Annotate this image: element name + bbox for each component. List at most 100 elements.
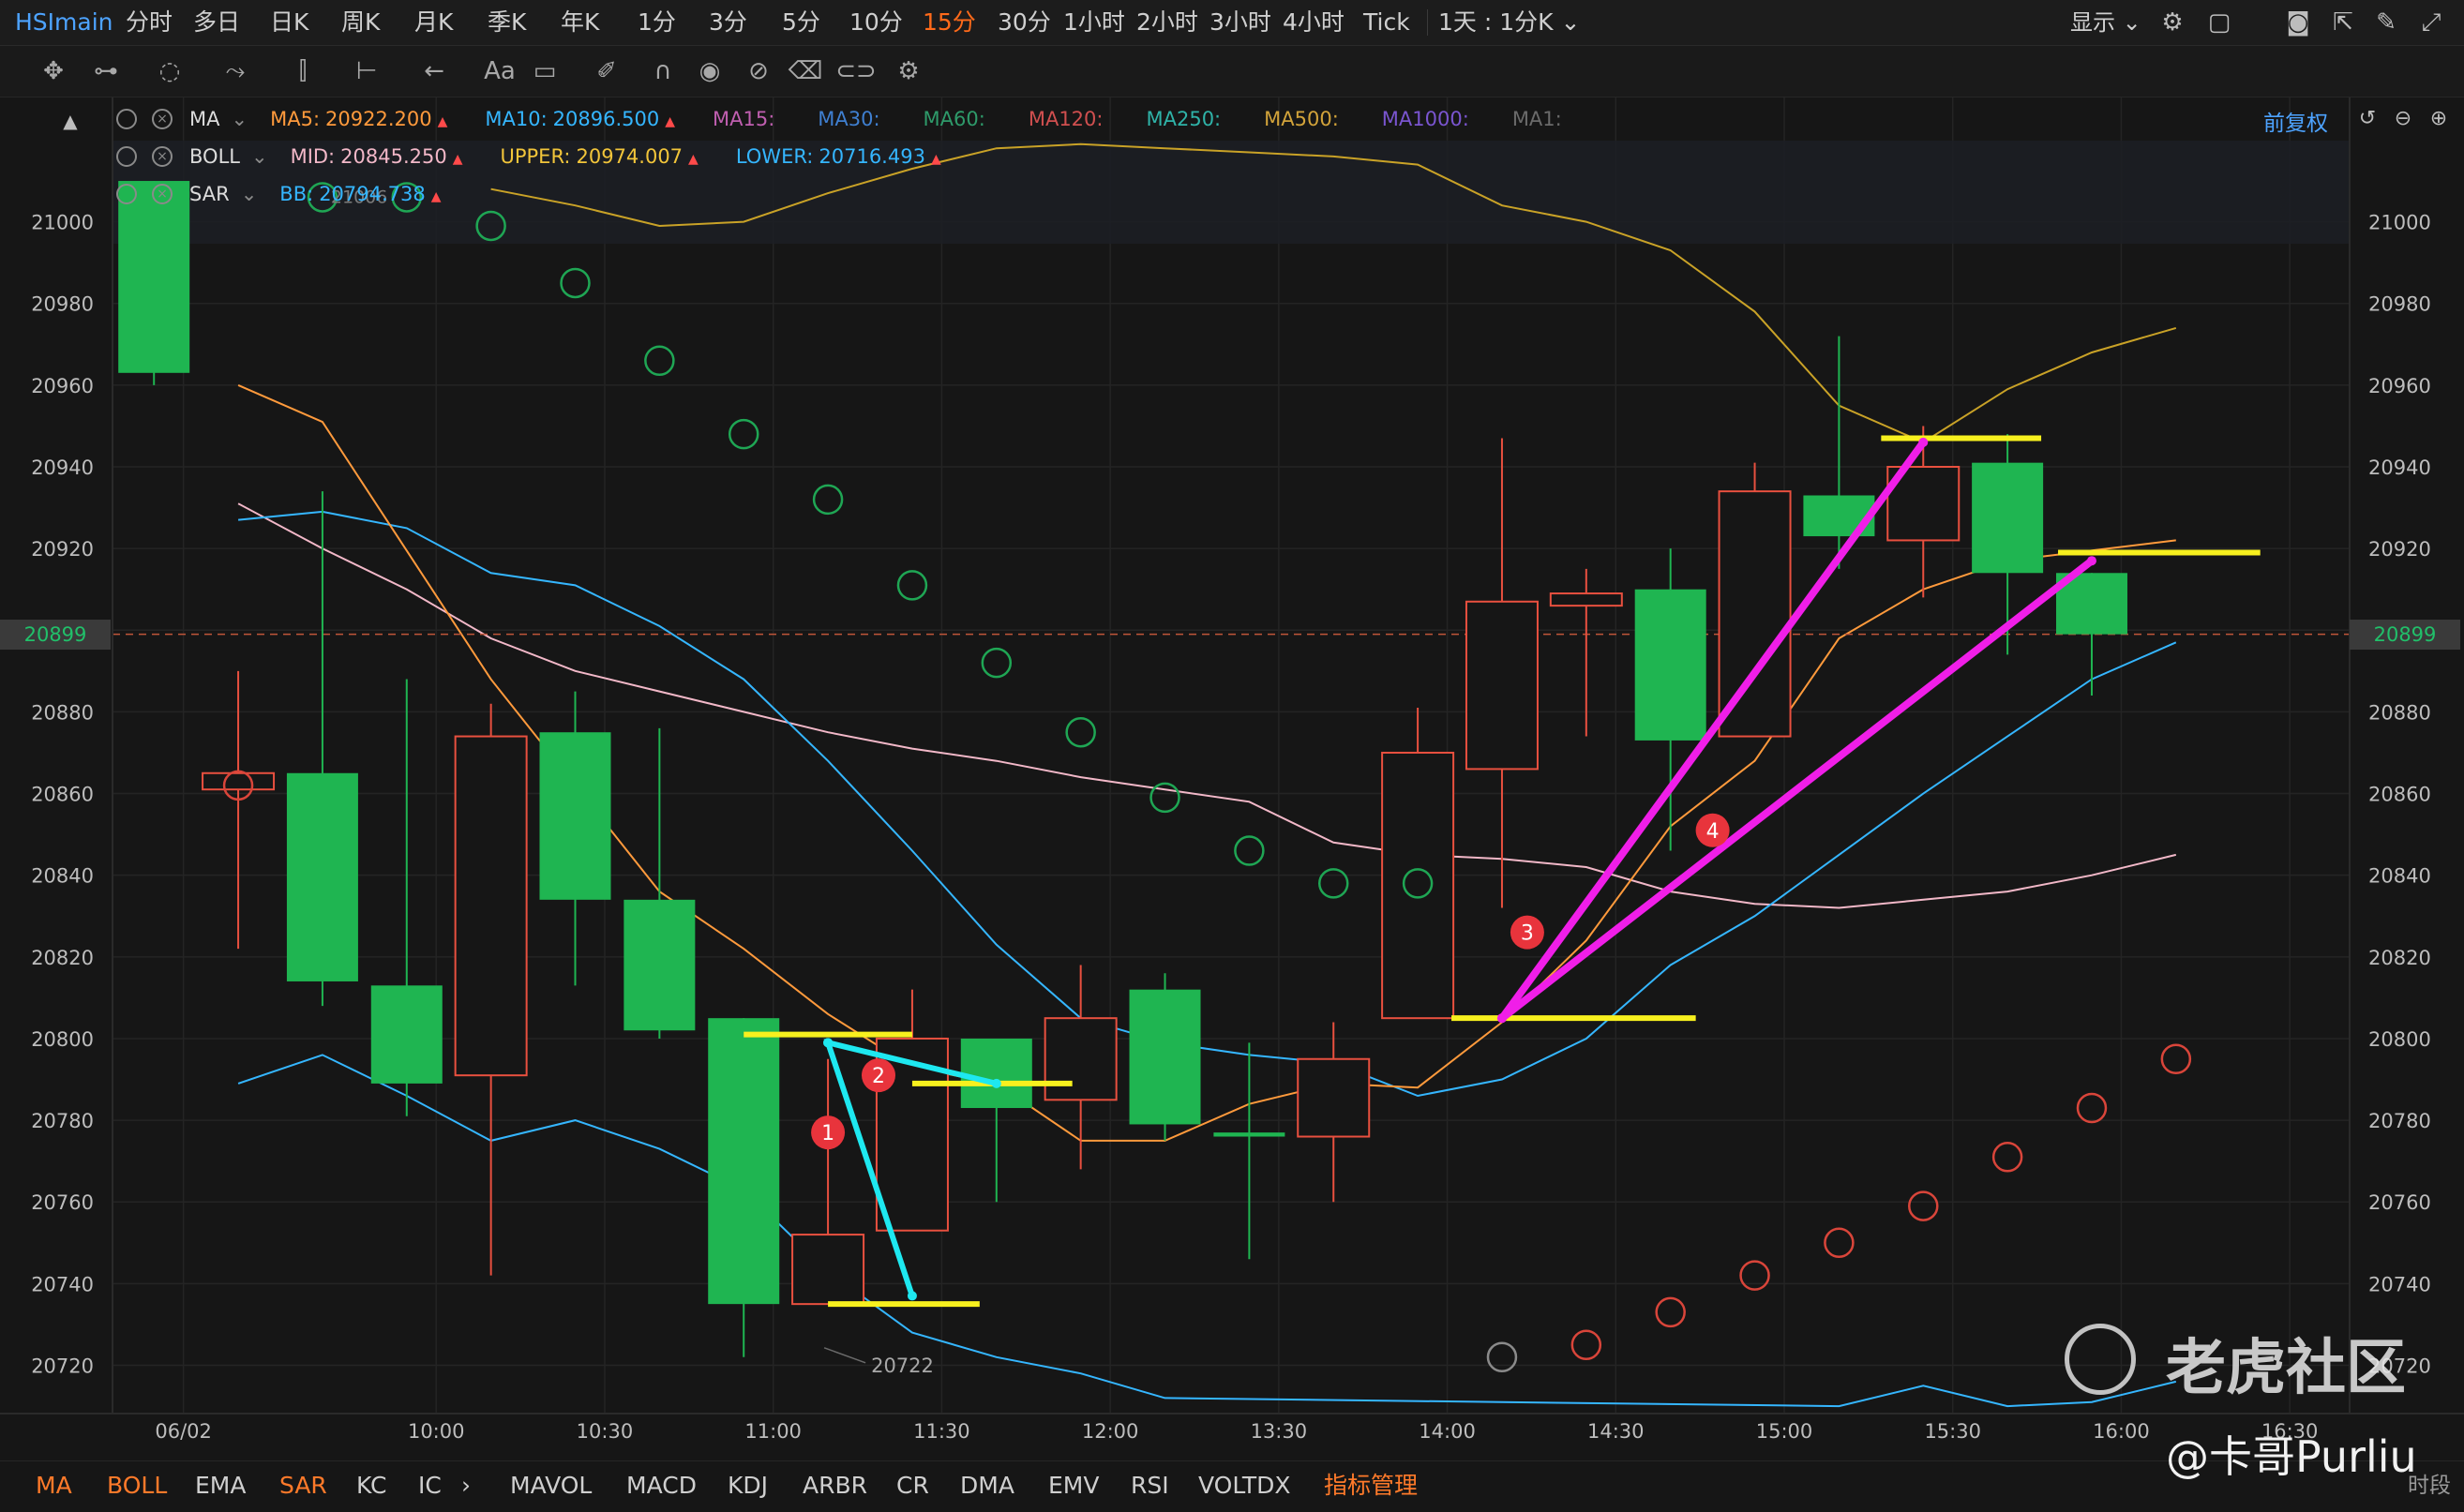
ma-chevron-down-icon[interactable]: ⌄ xyxy=(231,108,248,130)
camera-icon[interactable]: ◙ xyxy=(2286,8,2310,37)
indicator-tab-9[interactable]: ARBR xyxy=(803,1472,867,1499)
indicator-tab-11[interactable]: DMA xyxy=(960,1472,1014,1499)
trash-tool-icon[interactable]: ⌫ xyxy=(788,57,823,85)
line-tool-icon[interactable]: ⊶ xyxy=(94,57,118,85)
period-tab-1[interactable]: 多日 xyxy=(193,8,241,36)
candle-body-up xyxy=(202,771,276,791)
period-tab-7[interactable]: 1分 xyxy=(638,8,676,36)
indicator-tab-15[interactable]: 指标管理 xyxy=(1324,1472,1419,1499)
period-tab-6[interactable]: 年K xyxy=(561,8,600,36)
period-tab-16[interactable]: 4小时 xyxy=(1283,8,1345,36)
y-tick-label-right: 20880 xyxy=(2368,701,2431,724)
fib-tool-icon[interactable]: ⫿ xyxy=(298,57,308,85)
note-tool-icon[interactable]: ▭ xyxy=(533,57,557,85)
period-tab-13[interactable]: 1小时 xyxy=(1063,8,1125,36)
chevron-right-icon[interactable]: › xyxy=(461,1472,471,1499)
period-tab-15[interactable]: 3小时 xyxy=(1209,8,1271,36)
indicator-tab-12[interactable]: EMV xyxy=(1048,1472,1100,1499)
sar-dot xyxy=(1402,868,1434,899)
indicator-tab-7[interactable]: MACD xyxy=(626,1472,697,1499)
plus-icon[interactable]: ⊕ xyxy=(2429,107,2448,130)
collapse-icon[interactable]: ▲ xyxy=(63,110,78,132)
draw-icon[interactable]: ✎ xyxy=(2376,8,2396,37)
ma-item-label: MA60: xyxy=(923,108,985,130)
period-tab-0[interactable]: 分时 xyxy=(126,8,173,36)
period-tab-2[interactable]: 日K xyxy=(270,8,309,36)
marker-badge xyxy=(1695,813,1730,847)
eye-tool-icon[interactable]: ◉ xyxy=(699,57,721,85)
sar-chevron-down-icon[interactable]: ⌄ xyxy=(240,183,258,205)
candle-body-up xyxy=(454,735,528,1077)
x-tick-label: 06/02 xyxy=(155,1420,212,1443)
indicator-tab-3[interactable]: SAR xyxy=(279,1472,327,1499)
boll-item-value: 20716.493 xyxy=(819,145,925,168)
sar-settings-icon[interactable] xyxy=(116,184,137,204)
candle-body-up xyxy=(1297,1057,1371,1138)
display-menu[interactable]: 显示 ⌄ xyxy=(2070,9,2141,36)
candlestick-chart[interactable]: 20720 20720 20740 20740 20760 20760 20780 20780… xyxy=(0,97,2464,1460)
indicator-tab-0[interactable]: MA xyxy=(36,1472,72,1499)
period-tab-10[interactable]: 10分 xyxy=(849,8,903,36)
magnet-tool-icon[interactable]: ∩ xyxy=(654,57,672,85)
indicator-tab-2[interactable]: EMA xyxy=(195,1472,247,1499)
boll-name[interactable]: BOLL xyxy=(189,145,240,168)
period-tab-4[interactable]: 月K xyxy=(414,8,454,36)
marker-badge xyxy=(861,1058,895,1093)
ma-settings-icon[interactable] xyxy=(116,109,137,129)
symbol-label[interactable]: HSImain xyxy=(15,8,113,36)
session-label[interactable]: 时段 xyxy=(2408,1474,2451,1498)
period-tab-3[interactable]: 周K xyxy=(341,8,381,36)
sar-dot xyxy=(1655,1296,1686,1328)
sar-name[interactable]: SAR xyxy=(189,183,230,205)
move-tool-icon[interactable]: ✥ xyxy=(43,57,64,85)
boll-chevron-down-icon[interactable]: ⌄ xyxy=(250,145,268,168)
pen-tool-icon[interactable]: ✐ xyxy=(596,57,617,85)
period-tab-11[interactable]: 15分 xyxy=(923,8,976,36)
measure-tool-icon[interactable]: ⊢ xyxy=(355,57,378,85)
hide-tool-icon[interactable]: ⊘ xyxy=(748,57,769,85)
indicator-tab-13[interactable]: RSI xyxy=(1131,1472,1169,1499)
layout-icon[interactable]: ▢ xyxy=(2207,8,2231,37)
indicator-tab-8[interactable]: KDJ xyxy=(728,1472,769,1499)
indicator-tab-4[interactable]: KC xyxy=(356,1472,387,1499)
range-selector[interactable]: 1天 : 1分K ⌄ xyxy=(1438,8,1581,36)
trend-tool-icon[interactable]: ⤳ xyxy=(225,57,246,85)
ma-item-label: MA10: xyxy=(485,108,548,130)
ma-close-icon[interactable]: × xyxy=(152,109,173,129)
y-tick-label-right: 20780 xyxy=(2368,1110,2431,1132)
fullscreen-icon[interactable]: ⤢ xyxy=(2421,8,2441,37)
text-tool-icon[interactable]: Aa xyxy=(484,57,516,85)
period-tab-17[interactable]: Tick xyxy=(1363,8,1410,36)
adjust-label[interactable]: 前复权 xyxy=(2263,112,2328,136)
indicator-tab-5[interactable]: IC xyxy=(418,1472,442,1499)
link-tool-icon[interactable]: ⊂⊃ xyxy=(835,57,877,85)
ma-item-value: 20922.200 xyxy=(325,108,432,130)
indicator-tab-10[interactable]: CR xyxy=(896,1472,929,1499)
ring-tool-icon[interactable]: ◌ xyxy=(158,57,181,85)
minus-icon[interactable]: ⊖ xyxy=(2394,107,2412,130)
boll-item-label: UPPER: xyxy=(500,145,571,168)
reset-icon[interactable]: ↺ xyxy=(2358,107,2377,130)
arrow-tool-icon[interactable]: ← xyxy=(424,57,444,85)
period-tab-5[interactable]: 季K xyxy=(488,8,527,36)
candle-body-down xyxy=(1972,462,2044,574)
boll-settings-icon[interactable] xyxy=(116,146,137,167)
indicator-tab-1[interactable]: BOLL xyxy=(107,1472,168,1499)
share-icon[interactable]: ⇱ xyxy=(2333,8,2353,37)
indicator-tab-6[interactable]: MAVOL xyxy=(510,1472,593,1499)
y-tick-label-right: 21000 xyxy=(2368,212,2431,234)
period-tab-14[interactable]: 2小时 xyxy=(1136,8,1198,36)
period-tab-12[interactable]: 30分 xyxy=(998,8,1051,36)
sar-dot xyxy=(896,570,928,601)
boll-close-icon[interactable]: × xyxy=(152,146,173,167)
period-tab-9[interactable]: 5分 xyxy=(782,8,820,36)
period-tab-8[interactable]: 3分 xyxy=(709,8,747,36)
x-tick-label: 16:30 xyxy=(2261,1420,2319,1443)
ma-name[interactable]: MA xyxy=(189,108,220,130)
ma-item-label: MA5: xyxy=(270,108,321,130)
sar-close-icon[interactable]: × xyxy=(152,184,173,204)
indicator-tab-14[interactable]: VOLTDX xyxy=(1198,1472,1291,1499)
up-arrow-icon: ▲ xyxy=(437,114,448,129)
settings-tool-icon[interactable]: ⚙ xyxy=(897,57,920,85)
settings-icon[interactable]: ⚙ xyxy=(2161,8,2184,37)
